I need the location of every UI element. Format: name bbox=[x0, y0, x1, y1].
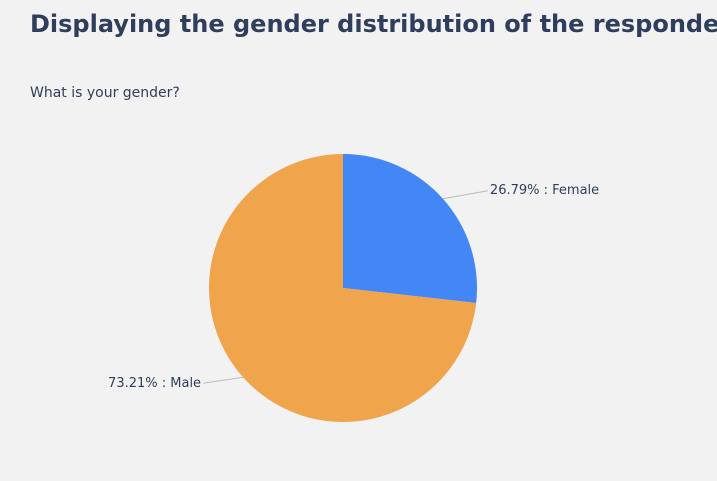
data-label: 73.21% : Male bbox=[108, 376, 201, 391]
data-label: 26.79% : Female bbox=[490, 183, 599, 198]
chart-subtitle: What is your gender? bbox=[30, 85, 180, 101]
pie-slice bbox=[208, 154, 477, 422]
chart-title: Displaying the gender distribution of th… bbox=[30, 10, 717, 38]
pie-slice bbox=[343, 154, 477, 304]
leader-line bbox=[202, 376, 244, 384]
leader-line bbox=[442, 190, 489, 200]
